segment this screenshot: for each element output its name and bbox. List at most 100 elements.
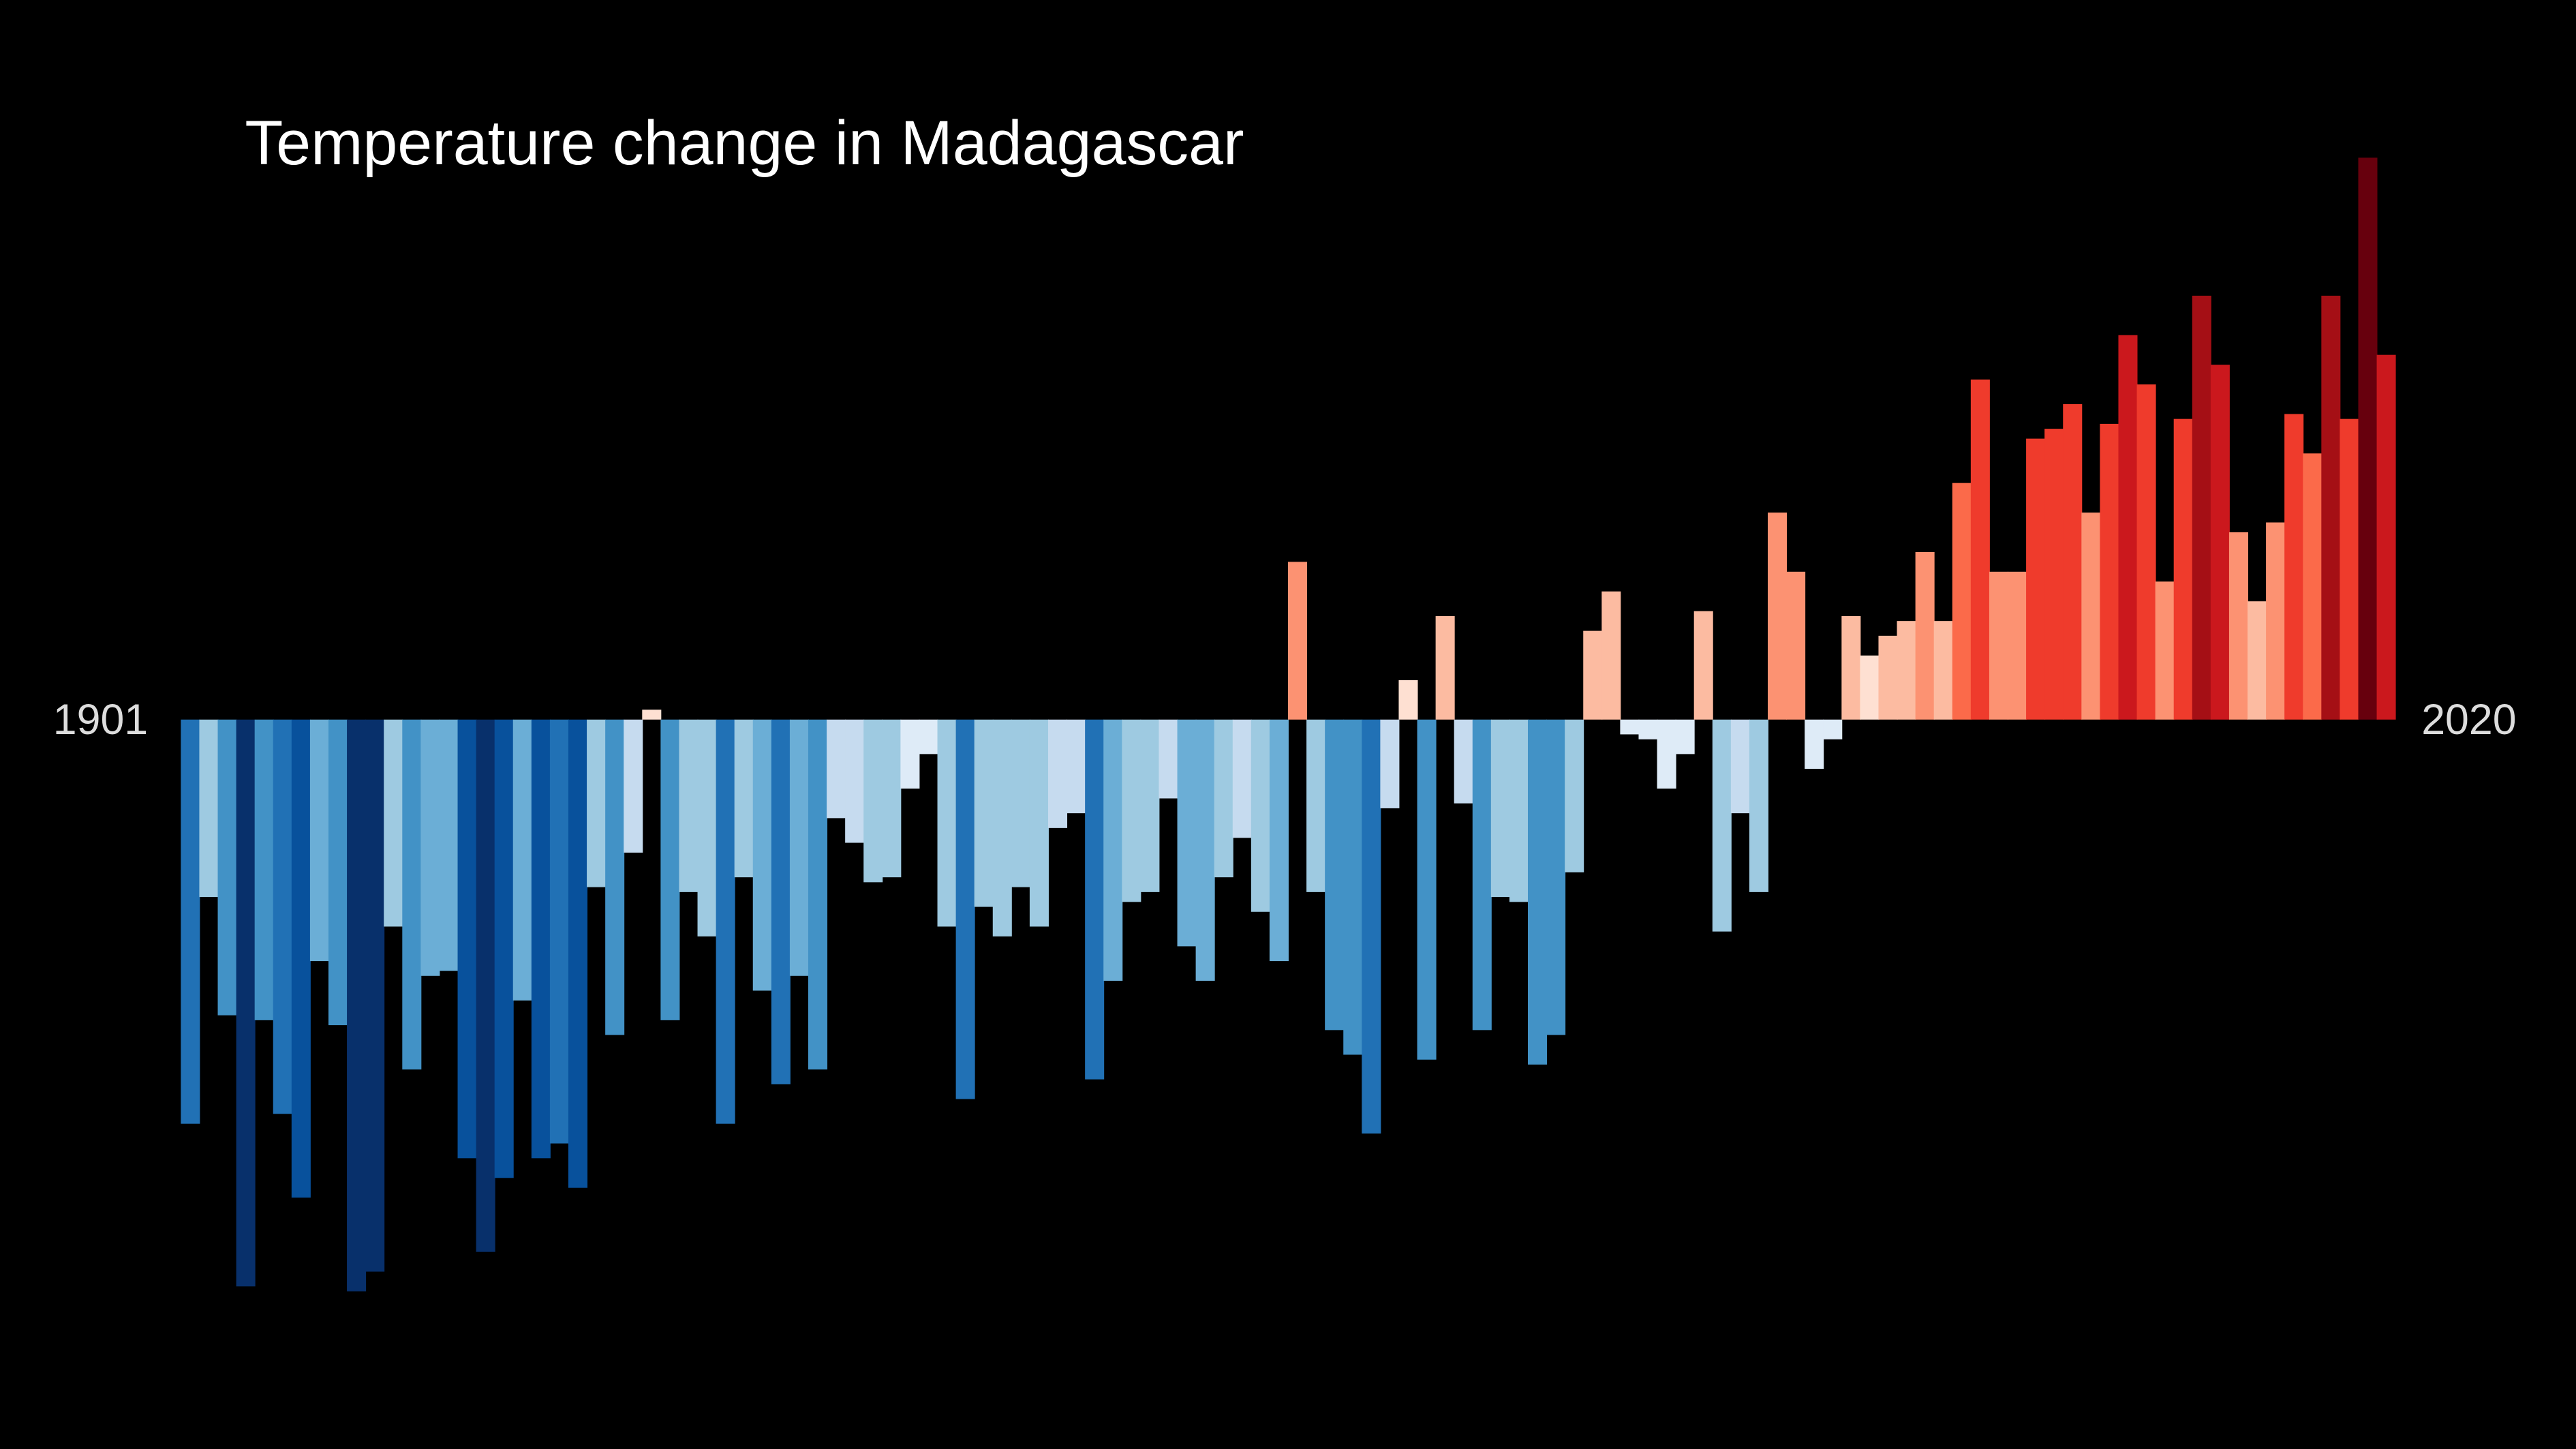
bar (1380, 719, 1400, 808)
bar (642, 710, 662, 720)
bar (1915, 551, 1935, 720)
bar (1269, 719, 1289, 962)
bar (1195, 719, 1215, 981)
bar (1454, 719, 1473, 804)
bar (328, 719, 348, 1026)
bar (1067, 719, 1086, 814)
bar (1897, 621, 1916, 720)
bar (2044, 429, 2064, 720)
bar (531, 719, 551, 1159)
bar (1970, 379, 1990, 720)
bar (2008, 571, 2027, 720)
bar (2063, 403, 2083, 720)
bar (420, 719, 440, 976)
bar (679, 719, 699, 892)
bar (1232, 719, 1252, 838)
bar (1657, 719, 1676, 789)
bar (1528, 719, 1548, 1065)
bar (439, 719, 459, 971)
bar (992, 719, 1012, 936)
bar (2303, 453, 2322, 720)
bar (1675, 719, 1695, 754)
bar (1472, 719, 1492, 1031)
bar (1693, 611, 1713, 720)
bar (1989, 571, 2008, 720)
bar (1362, 719, 1381, 1134)
chart-title: Temperature change in Madagascar (245, 108, 1244, 178)
bar (2340, 418, 2359, 720)
bar (1047, 719, 1068, 828)
bar (1933, 621, 1953, 720)
bar (845, 719, 865, 843)
bar (273, 719, 292, 1114)
bar (1140, 719, 1160, 892)
bar (2118, 335, 2138, 720)
bar (181, 719, 200, 1124)
bar (1306, 719, 1326, 892)
bar (1601, 591, 1621, 720)
bar (365, 719, 385, 1272)
bar (882, 719, 902, 878)
bar (605, 719, 625, 1035)
bar (2155, 581, 2175, 720)
bar (476, 719, 495, 1252)
bar (1638, 719, 1658, 739)
bar (1546, 719, 1566, 1035)
bar (808, 719, 828, 1070)
bar (937, 719, 957, 927)
bar (2136, 384, 2156, 720)
bar (2173, 418, 2193, 720)
bar (2358, 157, 2378, 720)
bar (1490, 719, 1510, 898)
bar (1251, 719, 1270, 912)
bar (1288, 562, 1308, 720)
bar (2192, 295, 2211, 720)
bar (919, 719, 938, 754)
bar (1583, 630, 1603, 720)
bar (236, 719, 256, 1287)
bar (1011, 719, 1030, 887)
bar (1620, 719, 1640, 735)
bar (2284, 414, 2304, 720)
bar (1435, 615, 1455, 720)
bar (1786, 571, 1806, 720)
bar (2376, 354, 2396, 720)
bar (955, 719, 975, 1099)
bar (1214, 719, 1233, 878)
bar (1509, 719, 1529, 902)
bar (900, 719, 920, 789)
x-tick-label: 2020 (2421, 696, 2516, 744)
bar (1398, 680, 1418, 720)
bar (752, 719, 772, 991)
bar (2100, 423, 2119, 720)
bar (1878, 635, 1898, 720)
bar (1417, 719, 1437, 1060)
bar (1823, 719, 1843, 739)
bar (1565, 719, 1584, 872)
bar (512, 719, 532, 1001)
bar (254, 719, 274, 1020)
bar (1860, 655, 1880, 720)
bar (827, 719, 846, 819)
bar (974, 719, 994, 907)
bar (660, 719, 680, 1020)
bar (347, 719, 367, 1292)
bar (697, 719, 717, 936)
bar (2210, 365, 2230, 720)
bar (1177, 719, 1197, 947)
bar (1103, 719, 1123, 981)
bar (624, 719, 643, 853)
bar (1343, 719, 1363, 1055)
bar (2266, 522, 2286, 720)
bar (494, 719, 514, 1178)
bar (2228, 532, 2248, 720)
bar (2321, 295, 2341, 720)
bar (384, 719, 403, 927)
bar (1159, 719, 1178, 799)
bar (1768, 513, 1788, 720)
bar (789, 719, 809, 976)
bar (2248, 601, 2267, 720)
bar (568, 719, 588, 1188)
